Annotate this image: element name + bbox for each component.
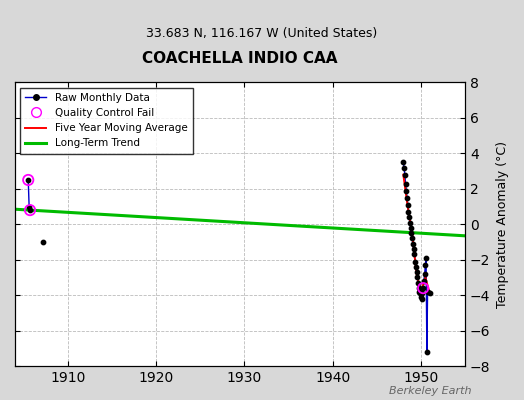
Point <box>419 285 428 291</box>
Point <box>420 271 429 277</box>
Point <box>39 239 48 245</box>
Point <box>410 251 419 258</box>
Point <box>24 177 32 183</box>
Point <box>401 172 409 178</box>
Point <box>421 262 430 268</box>
Point <box>400 164 408 171</box>
Point <box>414 285 423 291</box>
Point <box>407 230 416 236</box>
Point <box>405 214 413 220</box>
Point <box>416 290 424 297</box>
Point <box>413 274 421 281</box>
Point <box>401 180 410 187</box>
Point <box>399 159 408 166</box>
Legend: Raw Monthly Data, Quality Control Fail, Five Year Moving Average, Long-Term Tren: Raw Monthly Data, Quality Control Fail, … <box>20 88 192 154</box>
Point <box>423 288 432 295</box>
Point <box>422 255 430 261</box>
Point <box>409 246 418 252</box>
Point <box>418 290 427 297</box>
Point <box>407 225 415 231</box>
Point <box>418 296 426 302</box>
Point <box>408 235 417 242</box>
Point <box>26 207 34 213</box>
Point <box>411 258 419 265</box>
Point <box>403 202 412 208</box>
Point <box>24 177 32 183</box>
Point <box>26 207 34 213</box>
Point <box>25 203 34 210</box>
Point <box>425 290 434 297</box>
Point <box>412 264 420 270</box>
Y-axis label: Temperature Anomaly (°C): Temperature Anomaly (°C) <box>496 141 509 308</box>
Point <box>402 188 410 194</box>
Point <box>419 285 428 291</box>
Point <box>415 288 423 295</box>
Point <box>406 219 414 226</box>
Title: COACHELLA INDIO CAA: COACHELLA INDIO CAA <box>143 51 338 66</box>
Text: 33.683 N, 116.167 W (United States): 33.683 N, 116.167 W (United States) <box>146 28 378 40</box>
Point <box>412 269 421 275</box>
Point <box>404 209 412 215</box>
Text: Berkeley Earth: Berkeley Earth <box>389 386 472 396</box>
Point <box>414 280 422 286</box>
Point <box>403 194 411 201</box>
Point <box>409 240 417 247</box>
Point <box>417 294 425 300</box>
Point <box>420 278 428 284</box>
Point <box>423 349 431 355</box>
